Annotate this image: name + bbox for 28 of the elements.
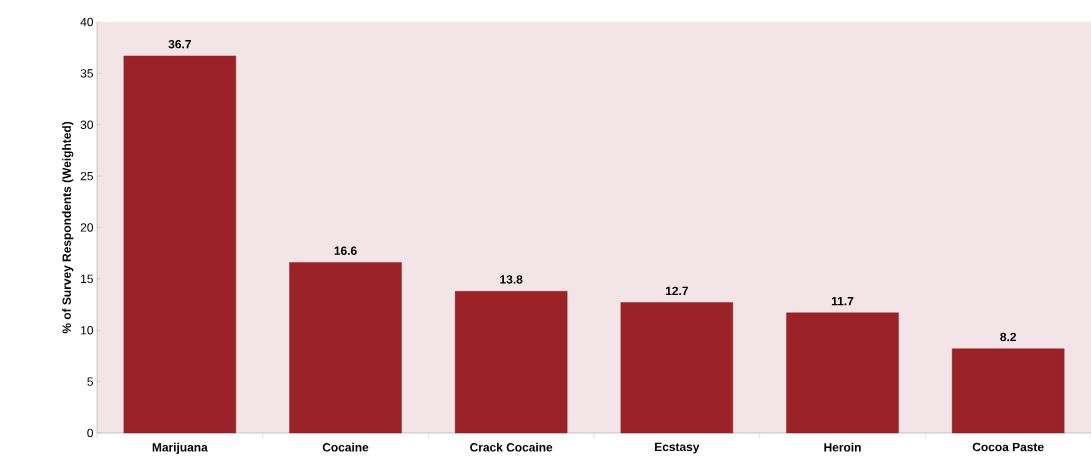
x-tick-label: Ecstasy (655, 442, 700, 454)
data-label: 12.7 (665, 286, 688, 295)
bar (951, 348, 1065, 434)
y-tick-label: 25 (80, 171, 93, 181)
x-tick-label: Crack Cocaine (470, 442, 553, 452)
x-tick-label: Cocoa Paste (972, 442, 1044, 452)
bar (289, 262, 402, 434)
bar (620, 302, 734, 434)
bar (786, 312, 899, 434)
y-tick-label: 15 (81, 274, 93, 284)
x-tick-label: Heroin (824, 442, 861, 452)
x-tick-label: Cocaine (322, 442, 369, 452)
data-label: 8.2 (1000, 332, 1017, 342)
data-label: 16.6 (334, 246, 357, 255)
y-tick-label: 40 (80, 17, 94, 27)
y-tick-label: 30 (80, 120, 94, 129)
bar (454, 291, 568, 434)
y-axis-title: % of Survey Respondents (Weighted) (62, 121, 74, 334)
data-label: 36.7 (168, 39, 191, 49)
data-label: 11.7 (831, 297, 854, 306)
y-tick-label: 10 (81, 326, 94, 335)
data-label: 13.8 (500, 275, 523, 284)
y-tick-label: 35 (80, 69, 93, 78)
y-tick-label: 5 (87, 377, 93, 386)
bar (123, 55, 237, 434)
y-tick-label: 0 (87, 428, 94, 438)
x-tick-label: Marijuana (152, 442, 208, 454)
y-tick-label: 20 (80, 223, 94, 232)
